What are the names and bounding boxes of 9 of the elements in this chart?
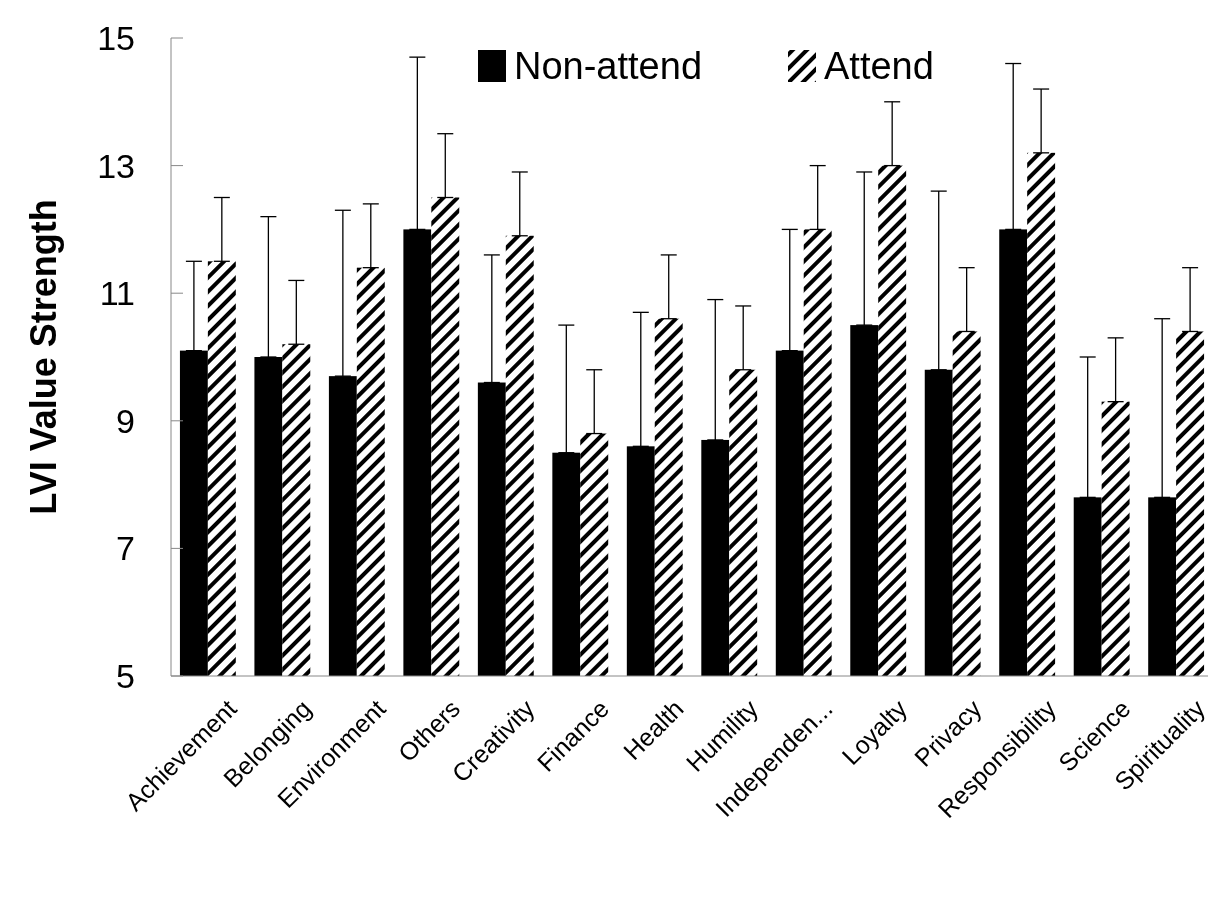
- y-tick-label: 5: [116, 656, 135, 695]
- y-tick-label: 15: [97, 18, 135, 57]
- y-tick-label: 13: [97, 146, 135, 185]
- y-axis-title: LVI Value Strength: [23, 199, 64, 515]
- y-tick-label: 9: [116, 401, 135, 440]
- y-tick-label: 7: [116, 529, 135, 568]
- legend-label: Non-attend: [514, 45, 703, 88]
- legend-label: Attend: [824, 45, 934, 88]
- y-tick-label: 11: [99, 274, 135, 313]
